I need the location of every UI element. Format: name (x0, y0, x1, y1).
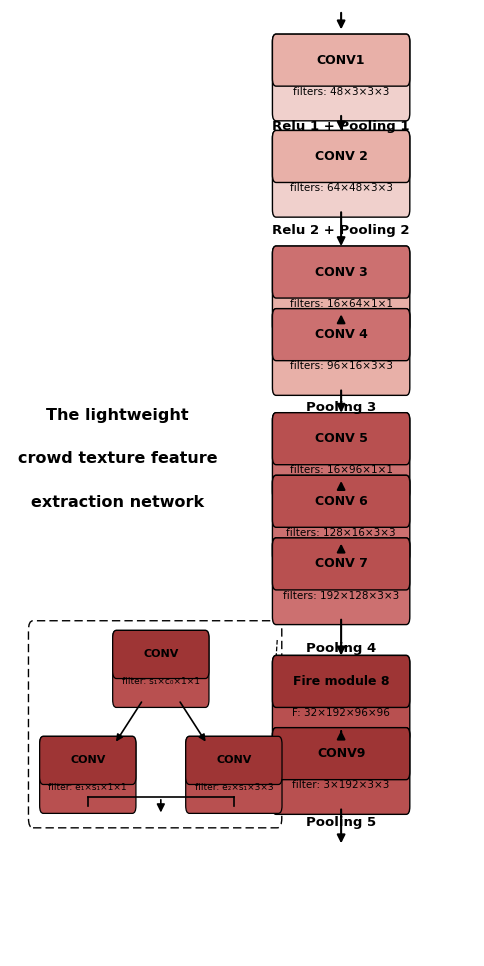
FancyBboxPatch shape (40, 736, 136, 784)
FancyBboxPatch shape (272, 655, 410, 742)
FancyBboxPatch shape (186, 736, 282, 813)
FancyBboxPatch shape (272, 309, 410, 360)
FancyBboxPatch shape (272, 412, 410, 465)
Text: filters: 16×64×1×1: filters: 16×64×1×1 (289, 298, 393, 309)
Text: filters: 96×16×3×3: filters: 96×16×3×3 (289, 361, 393, 372)
Text: CONV 4: CONV 4 (315, 328, 367, 341)
Text: filter: s₁×c₀×1×1: filter: s₁×c₀×1×1 (122, 677, 200, 686)
Text: filters: 48×3×3×3: filters: 48×3×3×3 (293, 87, 389, 97)
Text: Relu 1 + Pooling 1: Relu 1 + Pooling 1 (272, 120, 410, 133)
FancyBboxPatch shape (272, 412, 410, 499)
Text: CONV 5: CONV 5 (315, 432, 367, 445)
Text: CONV: CONV (143, 649, 179, 660)
FancyBboxPatch shape (40, 736, 136, 813)
Text: filter: 3×192×3×3: filter: 3×192×3×3 (292, 781, 390, 790)
Text: CONV 3: CONV 3 (315, 266, 367, 278)
FancyBboxPatch shape (186, 736, 282, 784)
FancyBboxPatch shape (272, 246, 410, 298)
Text: CONV: CONV (70, 755, 106, 765)
Text: CONV1: CONV1 (317, 54, 365, 67)
Text: Pooling 3: Pooling 3 (306, 401, 376, 414)
Text: filters: 128×16×3×3: filters: 128×16×3×3 (287, 528, 396, 538)
Text: F: 32×192×96×96: F: 32×192×96×96 (292, 708, 390, 718)
FancyBboxPatch shape (272, 34, 410, 121)
FancyBboxPatch shape (272, 130, 410, 217)
FancyBboxPatch shape (272, 475, 410, 527)
FancyBboxPatch shape (272, 727, 410, 780)
FancyBboxPatch shape (272, 34, 410, 86)
Text: CONV9: CONV9 (317, 747, 365, 760)
Text: CONV: CONV (216, 755, 252, 765)
Text: extraction network: extraction network (31, 495, 204, 510)
Text: crowd texture feature: crowd texture feature (17, 451, 217, 467)
Text: filters: 16×96×1×1: filters: 16×96×1×1 (289, 466, 393, 475)
Text: Relu 2 + Pooling 2: Relu 2 + Pooling 2 (272, 224, 410, 237)
Text: filters: 64×48×3×3: filters: 64×48×3×3 (289, 184, 393, 193)
Text: filter: e₁×s₁×1×1: filter: e₁×s₁×1×1 (48, 782, 127, 792)
FancyBboxPatch shape (113, 631, 209, 678)
FancyBboxPatch shape (272, 309, 410, 395)
FancyBboxPatch shape (29, 621, 282, 828)
Text: CONV 7: CONV 7 (315, 557, 367, 570)
FancyBboxPatch shape (272, 130, 410, 183)
FancyBboxPatch shape (272, 727, 410, 814)
FancyBboxPatch shape (272, 246, 410, 332)
Text: CONV 6: CONV 6 (315, 495, 367, 508)
FancyBboxPatch shape (272, 538, 410, 590)
Text: filter: e₂×s₁×3×3: filter: e₂×s₁×3×3 (195, 782, 273, 792)
FancyBboxPatch shape (113, 631, 209, 707)
Text: Pooling 5: Pooling 5 (306, 815, 376, 829)
Text: Pooling 4: Pooling 4 (306, 642, 376, 655)
Text: Fire module 8: Fire module 8 (293, 675, 389, 688)
FancyBboxPatch shape (272, 475, 410, 562)
Text: filters: 192×128×3×3: filters: 192×128×3×3 (283, 590, 399, 601)
Text: CONV 2: CONV 2 (315, 150, 367, 163)
Text: The lightweight: The lightweight (46, 408, 189, 423)
FancyBboxPatch shape (272, 655, 410, 707)
FancyBboxPatch shape (272, 538, 410, 625)
